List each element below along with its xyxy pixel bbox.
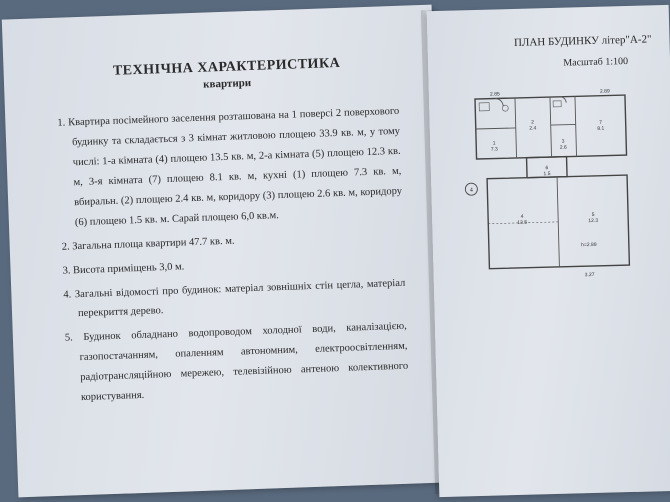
svg-text:2.4: 2.4 (529, 125, 536, 131)
svg-text:8.1: 8.1 (597, 126, 604, 132)
left-page: ТЕХНІЧНА ХАРАКТЕРИСТИКА квартири 1. Квар… (2, 5, 448, 498)
svg-text:13.5: 13.5 (517, 220, 527, 226)
svg-text:4: 4 (470, 188, 473, 194)
svg-text:7.3: 7.3 (491, 146, 498, 152)
item-5: 5. Будинок обладнано водопроводом холодн… (65, 317, 410, 409)
svg-text:3.27: 3.27 (585, 272, 595, 278)
svg-text:h=2.89: h=2.89 (581, 242, 597, 248)
item-1: 1. Квартира посімейного заселення розташ… (57, 102, 403, 233)
plan-header: ПЛАН БУДИНКУ літер"А-2" (445, 33, 651, 50)
floor-plan: 1 7.3 2 2.4 3 2.6 7 8.1 6 1.5 4 13.5 5 1… (455, 85, 650, 290)
svg-text:12.3: 12.3 (588, 218, 598, 224)
item-4: 4. Загальні відомості про будинок: матер… (63, 273, 406, 325)
right-page: ПЛАН БУДИНКУ літер"А-2" Масштаб 1:100 (427, 5, 670, 497)
svg-text:2.85: 2.85 (490, 91, 500, 97)
svg-text:2.89: 2.89 (600, 88, 610, 94)
svg-text:1.5: 1.5 (543, 171, 550, 177)
svg-text:2.6: 2.6 (560, 145, 567, 151)
plan-scale: Масштаб 1:100 (446, 55, 652, 71)
